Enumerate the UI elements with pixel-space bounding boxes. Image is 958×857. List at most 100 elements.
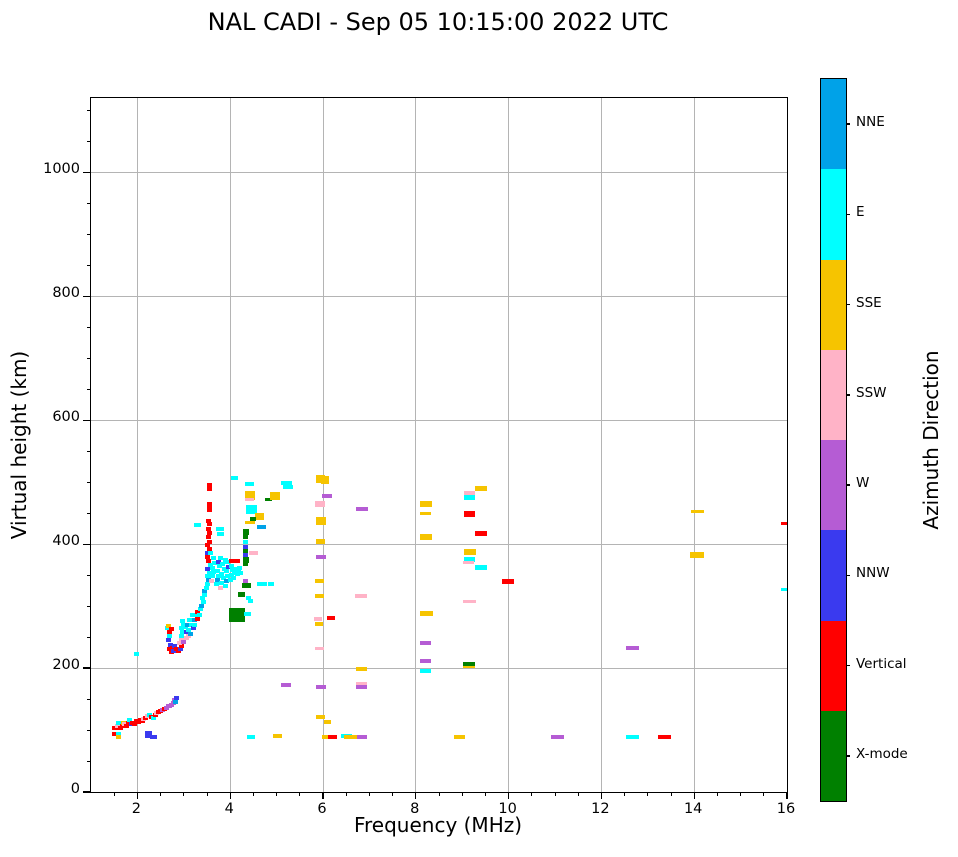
data-point bbox=[227, 578, 233, 583]
data-point bbox=[205, 543, 211, 548]
x-major-tick bbox=[415, 792, 417, 799]
data-point bbox=[150, 734, 158, 739]
data-point bbox=[282, 484, 293, 489]
data-point bbox=[220, 561, 226, 566]
data-point bbox=[204, 554, 210, 559]
x-minor-tick bbox=[624, 792, 626, 796]
data-point bbox=[178, 633, 184, 638]
data-point bbox=[206, 570, 212, 575]
data-point bbox=[168, 627, 174, 632]
data-point bbox=[207, 539, 213, 544]
data-point bbox=[419, 658, 431, 663]
y-minor-tick bbox=[86, 698, 91, 700]
data-point bbox=[207, 504, 213, 512]
colorbar-segment-label: NNE bbox=[856, 114, 885, 131]
data-point bbox=[190, 626, 196, 631]
x-minor-tick bbox=[183, 792, 185, 796]
data-point bbox=[463, 561, 475, 565]
data-point bbox=[315, 554, 326, 559]
data-point bbox=[218, 555, 224, 560]
data-point bbox=[184, 630, 190, 635]
data-point bbox=[221, 566, 227, 571]
y-major-tick bbox=[82, 543, 90, 545]
data-point bbox=[316, 538, 326, 544]
data-point bbox=[243, 535, 248, 540]
data-point bbox=[203, 585, 209, 590]
colorbar-segment-label: W bbox=[856, 475, 870, 492]
y-minor-tick bbox=[86, 574, 91, 576]
data-point bbox=[185, 627, 191, 632]
data-point bbox=[175, 649, 181, 654]
data-point bbox=[197, 612, 203, 617]
data-point bbox=[133, 651, 139, 656]
x-minor-tick bbox=[531, 792, 533, 796]
data-point bbox=[189, 612, 195, 617]
data-point bbox=[210, 574, 216, 579]
data-point bbox=[197, 607, 203, 612]
y-minor-tick bbox=[86, 636, 91, 638]
data-point bbox=[474, 564, 487, 570]
data-point bbox=[281, 480, 293, 485]
x-minor-tick bbox=[670, 792, 672, 796]
data-point bbox=[167, 633, 173, 638]
data-point bbox=[355, 506, 368, 511]
colorbar-tick bbox=[846, 394, 850, 396]
data-point bbox=[238, 591, 246, 597]
x-minor-tick bbox=[647, 792, 649, 796]
gridline-horizontal bbox=[91, 667, 787, 669]
data-point bbox=[166, 638, 172, 643]
colorbar-tick bbox=[846, 123, 850, 125]
data-point bbox=[207, 563, 213, 568]
data-point bbox=[223, 584, 229, 589]
gridline-horizontal bbox=[91, 419, 787, 421]
data-point bbox=[419, 641, 431, 646]
colorbar-segment-label: NNW bbox=[856, 565, 890, 582]
data-point bbox=[225, 574, 231, 579]
data-point bbox=[245, 490, 256, 500]
y-axis-label: Virtual height (km) bbox=[7, 350, 31, 540]
plot-area bbox=[82, 97, 788, 799]
data-point bbox=[207, 522, 213, 527]
y-minor-tick bbox=[86, 481, 91, 483]
y-minor-tick bbox=[86, 450, 91, 452]
x-minor-tick bbox=[716, 792, 718, 796]
data-point bbox=[223, 557, 229, 562]
data-point bbox=[280, 682, 291, 687]
data-point bbox=[314, 616, 323, 621]
data-point bbox=[187, 631, 193, 636]
data-point bbox=[463, 661, 476, 667]
colorbar-segment-label: Vertical bbox=[856, 655, 907, 672]
data-point bbox=[315, 593, 325, 598]
gridline-vertical bbox=[322, 98, 324, 792]
gridline-vertical bbox=[136, 98, 138, 792]
x-tick-label: 6 bbox=[317, 801, 327, 817]
data-point bbox=[420, 501, 432, 508]
x-tick-label: 4 bbox=[224, 801, 234, 817]
data-point bbox=[242, 579, 248, 584]
y-minor-tick bbox=[86, 357, 91, 359]
data-point bbox=[206, 547, 212, 552]
data-point bbox=[180, 630, 186, 635]
data-point bbox=[192, 622, 198, 627]
data-point bbox=[236, 568, 242, 573]
data-point bbox=[200, 600, 206, 605]
data-point bbox=[215, 527, 224, 532]
gridline-horizontal bbox=[91, 295, 787, 297]
data-point bbox=[165, 623, 171, 628]
y-tick-label: 600 bbox=[52, 409, 80, 426]
data-point bbox=[180, 618, 186, 623]
data-point bbox=[214, 578, 220, 583]
data-point bbox=[219, 571, 225, 576]
y-minor-tick bbox=[86, 264, 91, 266]
x-major-tick bbox=[693, 792, 695, 799]
y-minor-tick bbox=[86, 605, 91, 607]
data-point bbox=[463, 665, 476, 668]
data-point bbox=[419, 511, 431, 515]
colorbar-segment-nne bbox=[821, 79, 846, 170]
data-point bbox=[690, 552, 705, 559]
x-tick-label: 10 bbox=[498, 801, 517, 817]
data-point bbox=[625, 646, 639, 651]
data-point bbox=[462, 600, 476, 604]
x-minor-tick bbox=[740, 792, 742, 796]
